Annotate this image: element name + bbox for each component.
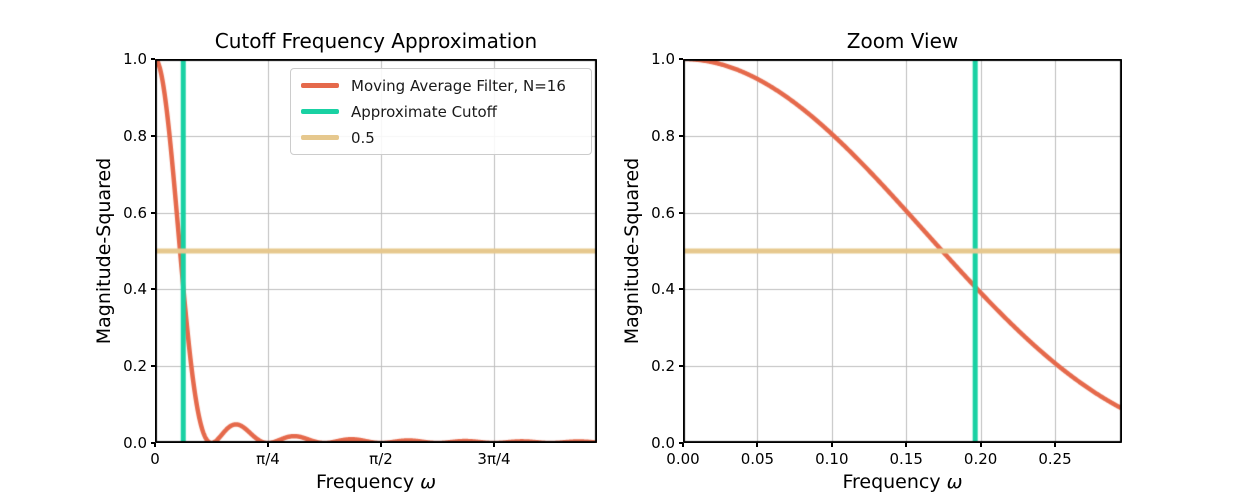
y-tick-label: 0.8	[123, 126, 147, 145]
y-tick-mark	[151, 211, 155, 214]
legend-item: Moving Average Filter, N=16	[301, 76, 579, 95]
y-tick-label: 0.4	[123, 280, 147, 299]
legend-item: Approximate Cutoff	[301, 102, 579, 121]
legend-label: Moving Average Filter, N=16	[351, 76, 566, 95]
x-tick-mark	[154, 443, 156, 447]
x-tick-label: 0.20	[963, 450, 998, 468]
y-tick-mark	[679, 134, 683, 137]
y-tick-label: 0.0	[651, 434, 675, 452]
legend-swatch	[301, 83, 339, 88]
x-tick-label: 0	[150, 450, 160, 468]
x-tick-mark	[979, 443, 982, 447]
y-axis-label-right: Magnitude-Squared	[621, 157, 643, 345]
x-tick-mark	[380, 443, 382, 447]
y-tick-mark	[151, 58, 155, 60]
y-tick-mark	[151, 365, 155, 368]
x-tick-mark	[756, 443, 759, 447]
y-tick-mark	[679, 288, 683, 291]
legend-label: Approximate Cutoff	[351, 102, 497, 121]
x-tick-label: 0.15	[889, 450, 923, 468]
x-axis-label-left: Frequency ω	[315, 471, 437, 493]
y-tick-mark	[679, 365, 683, 368]
y-tick-mark	[679, 442, 683, 444]
y-tick-label: 1.0	[651, 50, 675, 68]
legend: Moving Average Filter, N=16 Approximate C…	[290, 68, 592, 155]
y-tick-label: 0.2	[123, 357, 147, 376]
y-tick-mark	[679, 211, 683, 214]
omega-symbol: ω	[420, 471, 437, 493]
x-tick-mark	[493, 443, 495, 447]
chart-title-right: Zoom View	[846, 29, 959, 53]
x-tick-label: 0.05	[740, 450, 775, 468]
legend-swatch	[301, 135, 339, 140]
x-tick-label: π/2	[369, 450, 393, 468]
y-tick-label: 0.6	[123, 203, 147, 222]
x-tick-label: 3π/4	[477, 450, 511, 468]
plot-area	[683, 59, 1122, 443]
y-axis-label-left: Magnitude-Squared	[93, 157, 115, 345]
chart-title-left: Cutoff Frequency Approximation	[214, 29, 538, 53]
legend-label: 0.5	[351, 128, 375, 147]
x-tick-mark	[830, 443, 833, 447]
y-tick-mark	[679, 58, 683, 60]
legend-item: 0.5	[301, 128, 579, 147]
omega-symbol: ω	[946, 471, 963, 493]
x-tick-label: 0.25	[1038, 450, 1072, 468]
legend-swatch	[301, 109, 339, 114]
y-tick-label: 1.0	[123, 50, 147, 68]
y-tick-label: 0.0	[123, 434, 147, 452]
x-axis-label-right: Frequency ω	[842, 471, 963, 493]
y-tick-mark	[151, 134, 155, 137]
y-tick-label: 0.2	[651, 357, 675, 376]
x-tick-label: 0.00	[666, 450, 700, 468]
x-tick-label: π/4	[256, 450, 280, 468]
x-tick-label: 0.10	[815, 450, 849, 468]
x-tick-mark	[267, 443, 269, 447]
y-tick-label: 0.8	[651, 126, 675, 145]
y-tick-label: 0.4	[651, 280, 675, 299]
y-tick-label: 0.6	[651, 203, 675, 222]
x-tick-mark	[682, 443, 684, 447]
x-tick-mark	[905, 443, 908, 447]
x-tick-mark	[1054, 443, 1057, 447]
y-tick-mark	[151, 442, 155, 444]
y-tick-mark	[151, 288, 155, 291]
plot-canvas	[683, 59, 1122, 443]
